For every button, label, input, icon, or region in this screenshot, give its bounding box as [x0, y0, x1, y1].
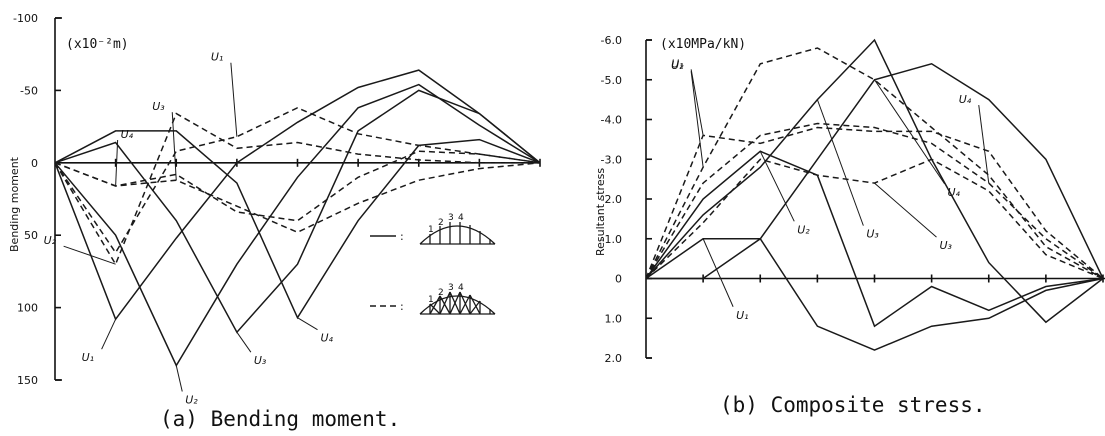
series-label: U₃ [866, 228, 879, 241]
y-tick-label: -4.0 [601, 114, 622, 127]
y-tick-label: 150 [17, 374, 38, 387]
series-label: U₂ [185, 394, 198, 407]
y-tick-label: 100 [17, 302, 38, 315]
series-label: U₄ [959, 93, 972, 106]
series-label: U₂ [671, 59, 684, 72]
y-tick-label: -3.0 [601, 153, 622, 166]
legend-number: 4 [458, 283, 464, 293]
series-label: U₃ [940, 239, 953, 252]
legend-dashed-label: : [400, 300, 404, 313]
bending-moment-chart: (x10⁻²m) Bending moment -100 -50 0 50 100 150… [8, 12, 541, 431]
composite-stress-chart: (x10MPa/kN) Resultant stress -6.0 -5.0 -4.… [594, 34, 1105, 417]
leader-line [702, 238, 734, 307]
series-lines [645, 38, 1104, 351]
series-label: U₄ [321, 332, 334, 345]
series-label: U₃ [152, 100, 165, 113]
leader-line [236, 331, 252, 353]
y-tick-label: -6.0 [601, 34, 622, 47]
series-line-dashed-6 [645, 158, 1104, 280]
leader-line [101, 318, 117, 350]
series-line-solid-1 [645, 150, 1104, 328]
series-line-dashed-7 [54, 150, 541, 222]
legend-number: 4 [458, 213, 464, 223]
legend-solid-label: : [400, 230, 404, 243]
leader-line [816, 99, 864, 226]
series-line-dashed-5 [54, 112, 540, 266]
y-tick-label: 50 [24, 229, 38, 242]
y-tick-label: -1.0 [601, 233, 622, 246]
y-tick-label: -100 [13, 12, 38, 25]
leader-line [874, 79, 945, 185]
series-label: U₁ [82, 351, 94, 364]
series-line-solid-1 [54, 83, 541, 368]
y-tick-labels: -6.0 -5.0 -4.0 -3.0 -2.0 -1.0 0 1.0 2.0 [601, 34, 652, 365]
y-tick-label: 0 [615, 273, 622, 286]
series-line-dashed-4 [54, 106, 541, 254]
unit-label: (x10⁻²m) [66, 37, 129, 52]
legend-number: 3 [448, 213, 454, 223]
y-tick-labels: -100 -50 0 50 100 150 [13, 12, 61, 387]
leader-line [230, 62, 238, 137]
y-axis-label: Bending moment [8, 156, 21, 252]
series-line-solid-3 [646, 62, 1104, 280]
series-line-solid-0 [54, 69, 541, 321]
y-tick-label: -2.0 [601, 193, 622, 206]
leader-line [759, 151, 795, 222]
y-tick-label: 1.0 [605, 312, 623, 325]
x-axis [646, 274, 1105, 283]
series-label: U₄ [948, 186, 961, 199]
series-line-dashed-7 [645, 122, 1104, 280]
legend-number: 1 [428, 295, 434, 305]
leader-line [874, 182, 937, 238]
y-tick-label: -50 [20, 84, 38, 97]
legend-number: 2 [438, 288, 444, 298]
leader-line [171, 112, 177, 181]
leader-line [63, 245, 116, 265]
leader-line [175, 365, 183, 392]
leader-line [690, 71, 704, 168]
series-line-solid-3 [54, 130, 541, 320]
series-label: U₂ [44, 234, 57, 247]
series-label: U₁ [736, 309, 748, 322]
series-labels: U₁ U₂ U₃ U₄ U₁ U₂ U₃ U₄ [44, 51, 334, 407]
truss-arch-icon: 1 2 3 4 [419, 283, 496, 315]
y-axis-label: Resultant stress [594, 168, 607, 256]
series-lines [54, 69, 541, 368]
series-label: U₃ [254, 354, 267, 367]
series-line-dashed-4 [645, 126, 1104, 280]
leader-line [297, 317, 318, 331]
leader-line [115, 139, 119, 186]
series-line-solid-0 [645, 238, 1104, 351]
caption-a: (a) Bending moment. [160, 407, 400, 431]
series-label: U₂ [797, 223, 810, 236]
caption-b: (b) Composite stress. [720, 393, 986, 417]
series-line-solid-2 [54, 89, 541, 334]
series-line-dashed-5 [645, 47, 1104, 280]
series-label: U₄ [121, 128, 134, 141]
series-line-solid-2 [645, 38, 1104, 324]
legend-number: 1 [428, 225, 434, 235]
y-tick-label: 2.0 [605, 352, 623, 365]
y-tick-label: 0 [31, 157, 38, 170]
y-tick-label: -5.0 [601, 74, 622, 87]
vertical-member-arch-icon: 1 2 3 4 [419, 213, 496, 245]
legend-number: 3 [448, 283, 454, 293]
legend-number: 2 [438, 218, 444, 228]
leader-line [690, 69, 704, 136]
leader-line [978, 105, 990, 184]
series-label: U₁ [211, 51, 223, 64]
unit-label: (x10MPa/kN) [660, 37, 746, 52]
series-line-dashed-6 [54, 162, 541, 234]
legend: : 1 2 3 4 : 1 2 3 4 [370, 213, 496, 315]
series-label: U₁ [671, 57, 683, 70]
